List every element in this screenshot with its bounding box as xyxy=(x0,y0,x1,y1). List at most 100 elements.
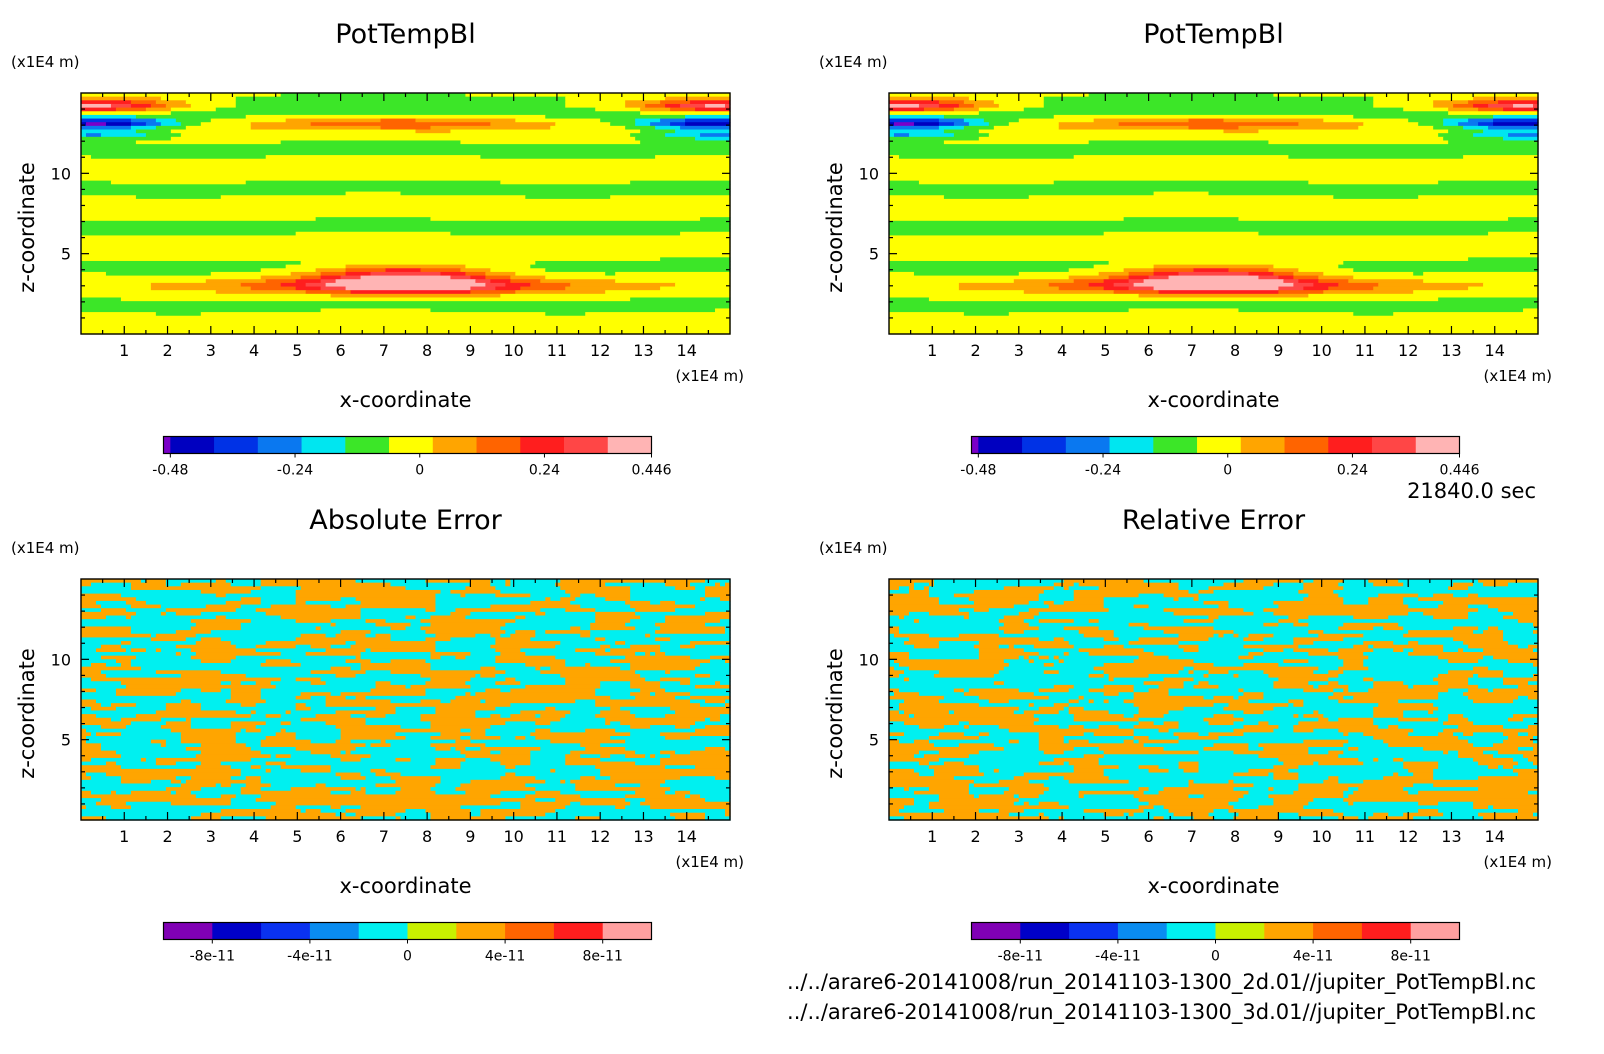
field-cell xyxy=(1433,100,1469,105)
field-cell xyxy=(300,662,362,668)
field-cell xyxy=(490,714,501,719)
field-cell xyxy=(81,714,97,719)
field-cell xyxy=(690,695,731,701)
field-cell xyxy=(255,703,297,708)
field-cell xyxy=(993,681,1005,686)
field-cell xyxy=(1048,695,1080,701)
field-cell xyxy=(685,794,691,799)
field-cell xyxy=(615,271,731,277)
field-cell xyxy=(898,630,1005,635)
field-cell xyxy=(200,312,546,317)
field-cell xyxy=(1178,582,1225,587)
field-cell xyxy=(365,714,387,719)
field-cell xyxy=(943,695,980,701)
field-cell xyxy=(100,133,147,138)
field-cell xyxy=(903,641,940,646)
field-cell xyxy=(898,155,1075,160)
field-cell xyxy=(460,765,506,770)
field-cell xyxy=(1218,736,1374,741)
field-cell xyxy=(938,644,975,649)
colorbar: -0.48 -0.24 0 0.24 0.446 xyxy=(960,435,1480,479)
field-cell xyxy=(1468,681,1504,686)
field-cell xyxy=(500,750,531,755)
field-cell xyxy=(81,326,731,331)
field-cell xyxy=(1038,794,1080,799)
field-cell xyxy=(908,586,915,591)
field-cell xyxy=(1218,633,1225,639)
field-cell xyxy=(1088,282,1115,288)
field-cell xyxy=(1248,768,1289,774)
field-cell xyxy=(465,615,516,620)
field-cell xyxy=(135,140,282,145)
field-cell xyxy=(958,286,1060,291)
field-cell xyxy=(81,312,157,317)
field-cell xyxy=(145,757,157,763)
field-cell xyxy=(270,805,297,810)
field-cell xyxy=(345,264,467,269)
field-cell xyxy=(1243,725,1279,730)
field-cell xyxy=(889,641,905,646)
field-cell xyxy=(535,721,551,726)
field-cell xyxy=(595,611,636,617)
field-cell xyxy=(1093,732,1135,737)
field-cell xyxy=(81,776,92,781)
field-cell xyxy=(1058,670,1105,675)
field-cell xyxy=(1498,765,1504,770)
field-cell xyxy=(645,677,661,682)
field-cell xyxy=(889,206,1539,211)
x-tick-label: 10 xyxy=(1311,341,1331,360)
field-cell xyxy=(410,622,432,628)
field-cell xyxy=(635,122,651,127)
field-cell xyxy=(1508,133,1539,138)
field-cell xyxy=(1463,648,1484,653)
field-cell xyxy=(605,290,731,295)
field-cell xyxy=(1353,114,1494,120)
field-cell xyxy=(1273,600,1344,606)
field-cell xyxy=(435,757,466,763)
colorbar-tick-label: 0 xyxy=(1211,949,1220,965)
field-cell xyxy=(690,750,731,755)
field-cell xyxy=(1378,725,1389,730)
field-cell xyxy=(1038,736,1065,741)
field-cell xyxy=(655,125,681,131)
field-cell xyxy=(81,673,107,679)
field-cell xyxy=(889,147,1539,153)
field-cell xyxy=(390,582,471,587)
field-cell xyxy=(255,644,297,649)
field-cell xyxy=(889,779,975,785)
field-cell xyxy=(95,714,137,719)
field-cell xyxy=(475,673,481,679)
field-cell xyxy=(210,271,292,277)
y-tick-label: 10 xyxy=(51,650,71,669)
field-cell xyxy=(260,268,317,273)
field-cell xyxy=(515,736,526,741)
field-cell xyxy=(160,725,192,730)
field-cell xyxy=(913,271,1020,277)
colorbar-swatch xyxy=(607,436,652,454)
field-cell xyxy=(250,714,267,719)
field-cell xyxy=(1058,725,1070,730)
field-cell xyxy=(235,710,252,715)
field-cell xyxy=(889,231,1105,237)
field-cell xyxy=(1178,725,1245,730)
field-cell xyxy=(889,761,920,766)
x-unit-label: (x1E4 m) xyxy=(675,367,744,385)
field-cell xyxy=(81,136,172,142)
field-cell xyxy=(978,703,1030,708)
field-cell xyxy=(1158,684,1185,690)
field-cell xyxy=(81,235,731,240)
field-cell xyxy=(605,721,611,726)
field-cell xyxy=(315,626,322,631)
field-cell xyxy=(903,677,910,682)
field-cell xyxy=(1303,688,1334,693)
field-cell xyxy=(260,779,397,785)
field-cell xyxy=(265,721,282,726)
field-cell xyxy=(958,608,975,613)
field-cell xyxy=(525,736,536,741)
field-cell xyxy=(495,659,566,664)
field-cell xyxy=(1458,750,1484,755)
field-cell xyxy=(1208,586,1265,591)
field-cell xyxy=(908,666,1005,671)
field-cell xyxy=(1308,659,1344,664)
field-cell xyxy=(130,122,147,127)
